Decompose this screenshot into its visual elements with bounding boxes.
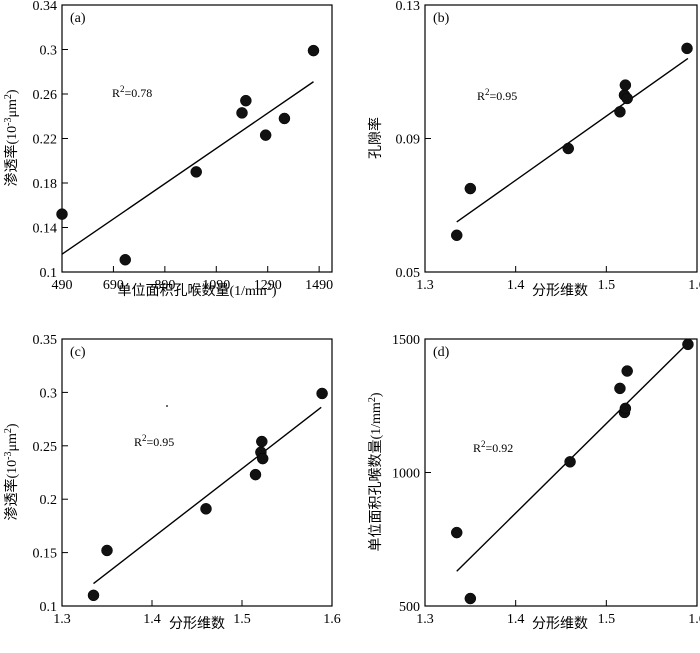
- chart-panel-2: 1.3 1.4 1.5 1.6 0.05 0.09 0.13 (b) R2=0.95 分形维数 孔隙…: [367, 0, 700, 299]
- r-squared-label: R2=0.95: [134, 433, 174, 449]
- data-point: [464, 182, 477, 195]
- y-tick-label: 0.14: [33, 222, 58, 237]
- x-tick-label: 1.6: [323, 612, 341, 627]
- r-squared-label: R2=0.78: [112, 84, 152, 100]
- x-tick-label: 1.3: [53, 612, 71, 627]
- y-tick-label: 1500: [392, 333, 420, 348]
- r-squared-label: R2=0.95: [477, 87, 517, 103]
- x-tick-label: 490: [52, 278, 73, 293]
- x-tick-label: 1090: [202, 278, 230, 293]
- y-axis-label: 孔隙率: [367, 117, 384, 159]
- x-tick-label: 1.4: [143, 612, 161, 627]
- y-tick-label: 0.1: [40, 266, 58, 281]
- plot-frame: [424, 4, 698, 273]
- data-point: [278, 112, 291, 125]
- y-axis-label: 渗透率(10-3μm2): [3, 423, 21, 520]
- data-point: [464, 592, 477, 605]
- y-tick-label: 0.2: [40, 493, 58, 508]
- data-point: [682, 338, 694, 351]
- data-point: [200, 503, 212, 515]
- data-point: [316, 387, 328, 400]
- x-tick-label: 1.4: [507, 278, 525, 293]
- y-tick-label: 1000: [392, 467, 420, 482]
- x-tick-label: 1.3: [416, 278, 434, 293]
- x-tick-label: 1290: [254, 278, 282, 293]
- x-tick-label: 890: [154, 278, 175, 293]
- y-axis-label: 渗透率(10-3μm2): [3, 89, 21, 186]
- y-tick-label: 0.18: [33, 177, 58, 192]
- data-point: [619, 402, 632, 415]
- data-point: [621, 92, 633, 105]
- chart-panel-4: 1.3 1.4 1.5 1.6 500 1000 1500 (d) R2=0.92 分形维数 单位面…: [367, 333, 700, 632]
- regression-line: [93, 406, 322, 585]
- panel-label: (b): [433, 11, 450, 26]
- y-tick-label: 0.09: [396, 133, 421, 148]
- y-tick-label: 0.34: [33, 0, 58, 14]
- y-tick-label: 500: [399, 600, 420, 615]
- data-point: [259, 129, 272, 141]
- y-tick-label: 0.15: [33, 547, 58, 562]
- data-point: [249, 468, 262, 481]
- data-point: [56, 208, 68, 220]
- panel-label: (d): [433, 345, 450, 360]
- y-tick-label: 0.13: [396, 0, 421, 14]
- x-axis-label: 单位面积孔喉数量(1/mm2): [117, 282, 276, 300]
- data-point: [190, 166, 202, 178]
- panel-label: (c): [70, 345, 86, 360]
- y-tick-label: 0.25: [33, 440, 58, 455]
- data-point: [256, 452, 269, 465]
- data-point: [450, 229, 463, 242]
- plot-frame: [61, 338, 333, 607]
- chart-panel-1: 490 690 890 1090 1290 1490 0.1 0.14 0.18 0.22 0.26…: [3, 0, 334, 299]
- data-point: [614, 382, 626, 395]
- x-tick-label: 1490: [305, 278, 333, 293]
- data-point: [619, 79, 632, 91]
- x-tick-label: 690: [103, 278, 124, 293]
- y-tick-label: 0.3: [40, 44, 58, 59]
- x-axis-label: 分形维数: [532, 616, 588, 632]
- data-point: [621, 365, 633, 377]
- data-point: [87, 589, 100, 602]
- y-tick-label: 0.3: [40, 386, 58, 401]
- x-axis-label: 分形维数: [169, 616, 225, 632]
- data-point: [564, 456, 576, 468]
- plot-frame: [424, 338, 698, 607]
- data-point: [101, 544, 113, 557]
- stray-dot: [166, 405, 168, 407]
- y-tick-label: 0.22: [33, 133, 58, 148]
- regression-line: [61, 81, 314, 255]
- data-point: [307, 44, 320, 57]
- data-point: [562, 142, 575, 155]
- x-tick-label: 1.6: [688, 612, 700, 627]
- x-tick-label: 1.6: [688, 278, 700, 293]
- data-point: [681, 42, 693, 55]
- chart-panel-3: 1.3 1.4 1.5 1.6 0.1 0.15 0.2 0.25 0.3 0.35 (c) R2=0…: [3, 333, 341, 632]
- data-point: [240, 94, 252, 107]
- x-tick-label: 1.4: [507, 612, 525, 627]
- x-tick-label: 1.5: [598, 278, 616, 293]
- x-tick-label: 1.5: [598, 612, 616, 627]
- plot-frame: [61, 4, 333, 273]
- y-tick-label: 0.35: [33, 333, 58, 348]
- data-point: [236, 107, 248, 119]
- r-squared-label: R2=0.92: [473, 439, 513, 455]
- x-tick-label: 1.5: [233, 612, 251, 627]
- x-tick-label: 1.3: [416, 612, 434, 627]
- data-point: [450, 526, 463, 539]
- y-tick-label: 0.26: [33, 88, 58, 103]
- y-tick-label: 0.1: [40, 600, 58, 615]
- panel-label: (a): [70, 11, 86, 26]
- data-point: [614, 106, 626, 118]
- data-point: [119, 254, 132, 266]
- regression-line: [456, 57, 689, 223]
- x-axis-label: 分形维数: [532, 283, 588, 299]
- data-point: [256, 435, 268, 448]
- y-axis-label: 单位面积孔喉数量(1/mm2): [367, 392, 385, 551]
- y-tick-label: 0.05: [396, 266, 421, 281]
